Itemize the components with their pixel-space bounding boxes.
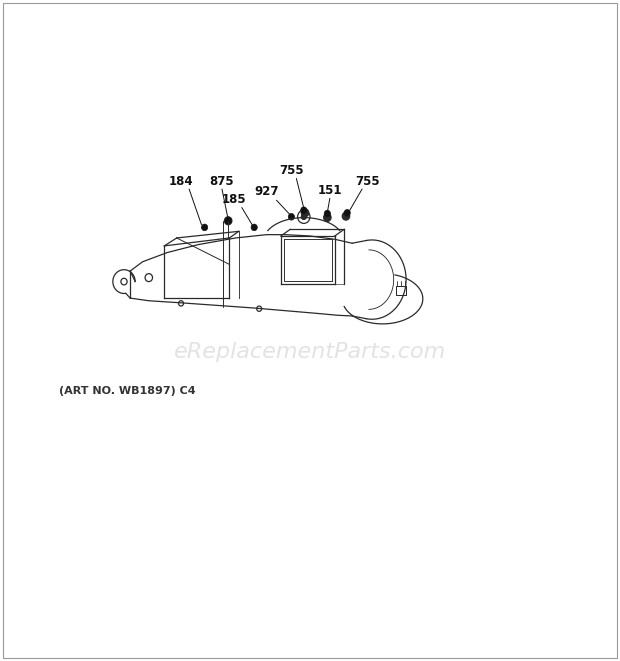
Text: (ART NO. WB1897) C4: (ART NO. WB1897) C4 [59,386,195,397]
Circle shape [344,210,350,216]
Circle shape [202,224,208,231]
Text: 755: 755 [279,164,304,177]
Text: 875: 875 [210,175,234,188]
Text: 185: 185 [222,193,247,206]
Text: 151: 151 [317,184,342,197]
Circle shape [342,212,350,220]
Text: eReplacementParts.com: eReplacementParts.com [174,342,446,362]
Text: 755: 755 [355,175,380,188]
Circle shape [301,214,306,219]
Text: 184: 184 [169,175,193,188]
Circle shape [225,217,231,224]
Text: 927: 927 [254,185,279,198]
Circle shape [224,217,232,225]
Circle shape [324,214,331,221]
Circle shape [301,207,307,214]
Circle shape [288,214,294,220]
Circle shape [301,209,309,217]
Circle shape [251,224,257,231]
Circle shape [324,210,330,217]
